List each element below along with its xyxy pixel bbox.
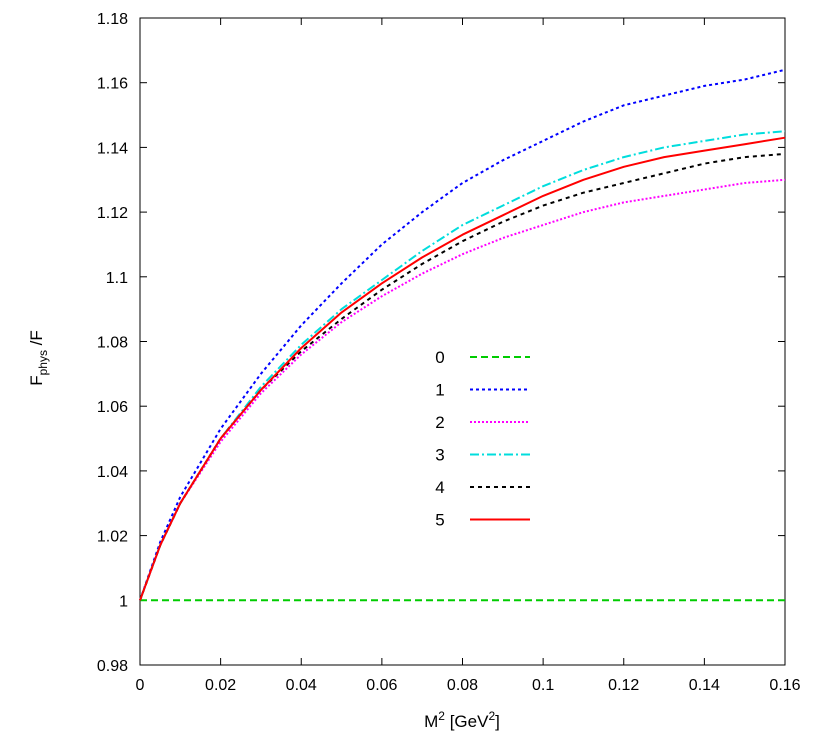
series-line-4 — [139, 152, 786, 601]
legend-label-5: 5 — [435, 511, 444, 530]
y-tick-label: 1.06 — [97, 399, 128, 416]
x-tick-label: 0.14 — [689, 677, 720, 694]
y-tick-label: 1 — [119, 593, 128, 610]
y-tick-label: 1.12 — [97, 205, 128, 222]
y-axis-ticks: 0.98 1 1.02 1.04 1.06 1.08 1.1 1.12 1.14 1.16 1.18 — [97, 11, 785, 675]
plot-area — [139, 17, 786, 666]
y-tick-label: 1.16 — [97, 76, 128, 93]
x-tick-label: 0.08 — [447, 677, 478, 694]
legend-label-3: 3 — [435, 446, 444, 465]
y-tick-label: 1.1 — [106, 270, 128, 287]
y-tick-label: 1.14 — [97, 140, 128, 157]
series-line-3 — [139, 130, 786, 601]
legend: 0 1 2 3 4 5 — [435, 348, 530, 530]
series-line-5 — [139, 136, 786, 601]
x-axis-label: M2 [GeV2] — [424, 709, 500, 731]
x-axis-ticks: 0 0.02 0.04 0.06 0.08 0.1 0.12 0.14 0.16 — [136, 18, 801, 694]
x-tick-label: 0.06 — [366, 677, 397, 694]
series-line-2 — [139, 178, 786, 601]
plot-frame — [139, 17, 786, 666]
series-line-1 — [139, 68, 786, 601]
legend-label-1: 1 — [435, 381, 444, 400]
x-tick-label: 0 — [136, 677, 145, 694]
legend-label-2: 2 — [435, 413, 444, 432]
x-tick-label: 0.16 — [769, 677, 800, 694]
legend-label-0: 0 — [435, 348, 444, 367]
y-tick-label: 1.04 — [97, 464, 128, 481]
y-tick-label: 1.02 — [97, 529, 128, 546]
y-tick-label: 0.98 — [97, 658, 128, 675]
legend-label-4: 4 — [435, 478, 444, 497]
y-axis-label: Fphys /F — [27, 330, 50, 386]
series-lines — [139, 68, 786, 602]
x-tick-label: 0.02 — [205, 677, 236, 694]
y-tick-label: 1.18 — [97, 11, 128, 28]
x-tick-label: 0.1 — [532, 677, 554, 694]
x-tick-label: 0.04 — [286, 677, 317, 694]
y-tick-label: 1.08 — [97, 335, 128, 352]
x-tick-label: 0.12 — [608, 677, 639, 694]
